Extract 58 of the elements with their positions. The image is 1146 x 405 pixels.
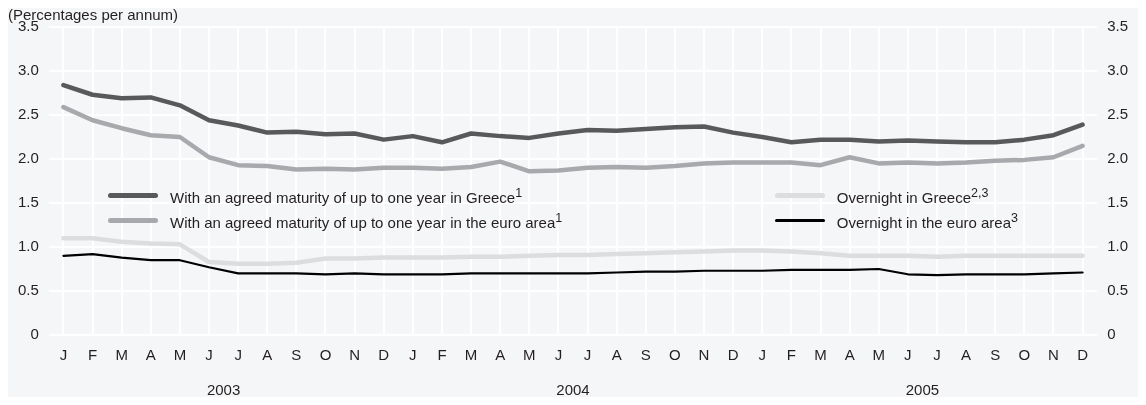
x-tick-label: J [933, 346, 941, 364]
x-tick-label: F [87, 346, 98, 364]
x-tick-label: J [59, 346, 68, 364]
legend-label: Overnight in the euro area$^{3}$ [836, 210, 1018, 232]
x-tick-label: A [844, 346, 855, 364]
y2-tick-label: 0.5 [1107, 281, 1129, 299]
y-tick-label: 0.5 [17, 281, 39, 299]
x-tick-label: M [523, 346, 536, 364]
x-tick-label: J [904, 346, 912, 364]
y2-tick-label: 1.0 [1107, 237, 1129, 255]
y-tick-label: 1.0 [17, 237, 39, 255]
y2-tick-label: 2.5 [1107, 105, 1129, 123]
y-tick-label: 1.5 [17, 193, 39, 211]
x-tick-label: D [727, 346, 739, 364]
text: 2003 [206, 381, 241, 398]
x-tick-label: D [378, 346, 390, 364]
y-tick-label: 0 [30, 325, 39, 343]
y-tick-label: 2.5 [17, 105, 39, 123]
x-tick-label: A [961, 346, 972, 364]
x-tick-label: O [669, 346, 681, 364]
x-tick-label: O [319, 346, 332, 364]
y-tick-label: 3.0 [17, 61, 39, 79]
y2-tick-label: 0 [1107, 325, 1116, 343]
x-tick-label: M [173, 346, 187, 364]
x-tick-label: M [814, 346, 827, 364]
x-tick-label: A [262, 346, 273, 364]
legend-label: With an agreed maturity of up to one year in Greece$^{1}$ [170, 185, 523, 207]
x-tick-label: S [990, 346, 1001, 364]
y2-tick-label: 1.5 [1107, 193, 1129, 211]
x-tick-label: S [640, 346, 651, 364]
y2-tick-label: 2.0 [1107, 149, 1129, 167]
x-tick-label: F [786, 346, 796, 364]
x-tick-label: M [115, 346, 128, 364]
x-tick-label: J [205, 346, 213, 364]
x-tick-label: J [234, 346, 242, 364]
y2-tick-label: 3.0 [1107, 61, 1129, 79]
text: 2005 [905, 381, 940, 398]
x-tick-label: A [145, 346, 156, 364]
y2-tick-label: 3.5 [1107, 17, 1129, 35]
legend-label: With an agreed maturity of up to one year in the euro area$^{1}$ [170, 210, 563, 232]
x-tick-label: M [872, 346, 885, 364]
x-tick-label: D [1077, 346, 1089, 364]
x-tick-label: F [437, 346, 447, 364]
x-tick-label: J [583, 346, 592, 364]
x-tick-label: N [349, 346, 361, 364]
x-tick-label: N [698, 346, 710, 364]
y-tick-label: 2.0 [17, 149, 39, 167]
x-tick-label: A [611, 346, 622, 364]
x-tick-label: O [1018, 346, 1031, 364]
x-tick-label: J [409, 346, 417, 364]
x-tick-label: J [758, 346, 767, 364]
x-tick-label: N [1048, 346, 1059, 364]
legend-label: Overnight in Greece$^{2,3}$ [836, 185, 989, 207]
x-tick-label: J [554, 346, 563, 364]
x-tick-label: A [495, 346, 506, 364]
x-tick-label: M [464, 346, 478, 364]
x-tick-label: S [291, 346, 302, 364]
text: 2004 [556, 381, 590, 398]
